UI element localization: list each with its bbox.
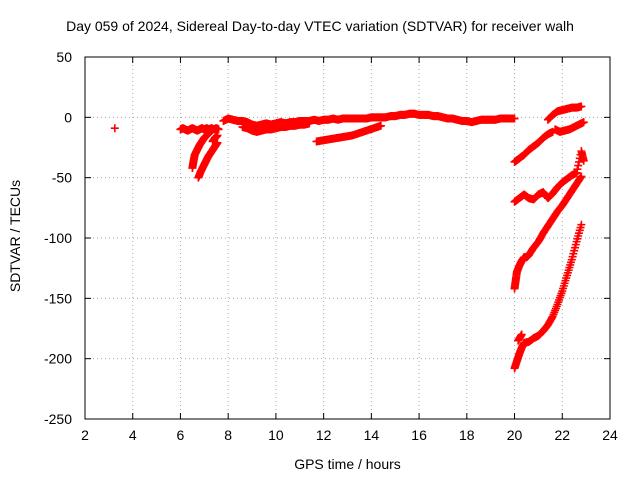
data-point-isolated xyxy=(110,124,119,133)
data-point-late-arc-c xyxy=(579,118,588,127)
data-point-early-arc-3 xyxy=(213,131,222,140)
y-tick-label: -50 xyxy=(52,170,72,186)
x-tick-label: 8 xyxy=(224,427,232,443)
data-point-early-arc-1 xyxy=(205,129,214,138)
x-tick-label: 4 xyxy=(129,427,137,443)
data-point-late-arc-g xyxy=(517,330,526,339)
data-point-main-band xyxy=(510,114,519,123)
x-tick-label: 6 xyxy=(177,427,185,443)
y-axis-label: SDTVAR / TECUs xyxy=(7,179,23,293)
x-tick-label: 12 xyxy=(316,427,332,443)
y-tick-label: 50 xyxy=(56,49,72,65)
x-tick-label: 10 xyxy=(268,427,284,443)
chart-title: Day 059 of 2024, Sidereal Day-to-day VTE… xyxy=(66,18,574,34)
x-tick-label: 22 xyxy=(554,427,570,443)
data-point-late-arc-e xyxy=(577,172,586,181)
data-point-late-arc-f xyxy=(577,220,586,229)
x-tick-label: 20 xyxy=(507,427,523,443)
x-tick-label: 16 xyxy=(411,427,427,443)
data-point-midday-arc xyxy=(376,121,385,130)
y-tick-label: -150 xyxy=(44,290,72,306)
y-tick-label: 0 xyxy=(64,109,72,125)
data-point-late-arc-d xyxy=(579,156,588,165)
grid-lines xyxy=(85,57,610,419)
x-axis-label: GPS time / hours xyxy=(294,456,401,472)
y-tick-label: -250 xyxy=(44,411,72,427)
y-tick-label: -100 xyxy=(44,230,72,246)
x-tick-label: 2 xyxy=(81,427,89,443)
plot-area-border xyxy=(84,56,611,420)
data-point-early-cluster xyxy=(214,125,223,134)
x-tick-label: 18 xyxy=(459,427,475,443)
data-point-main-band-lower xyxy=(305,119,314,128)
x-tick-label: 14 xyxy=(364,427,380,443)
axis-ticks: 2 4 6 8 10 12 14 16 18 20 22 24500-50-100-150-200-2… xyxy=(44,49,618,443)
data-point-late-arc-b xyxy=(577,102,586,111)
x-tick-label: 24 xyxy=(602,427,618,443)
data-points xyxy=(110,102,588,373)
y-tick-label: -200 xyxy=(44,351,72,367)
